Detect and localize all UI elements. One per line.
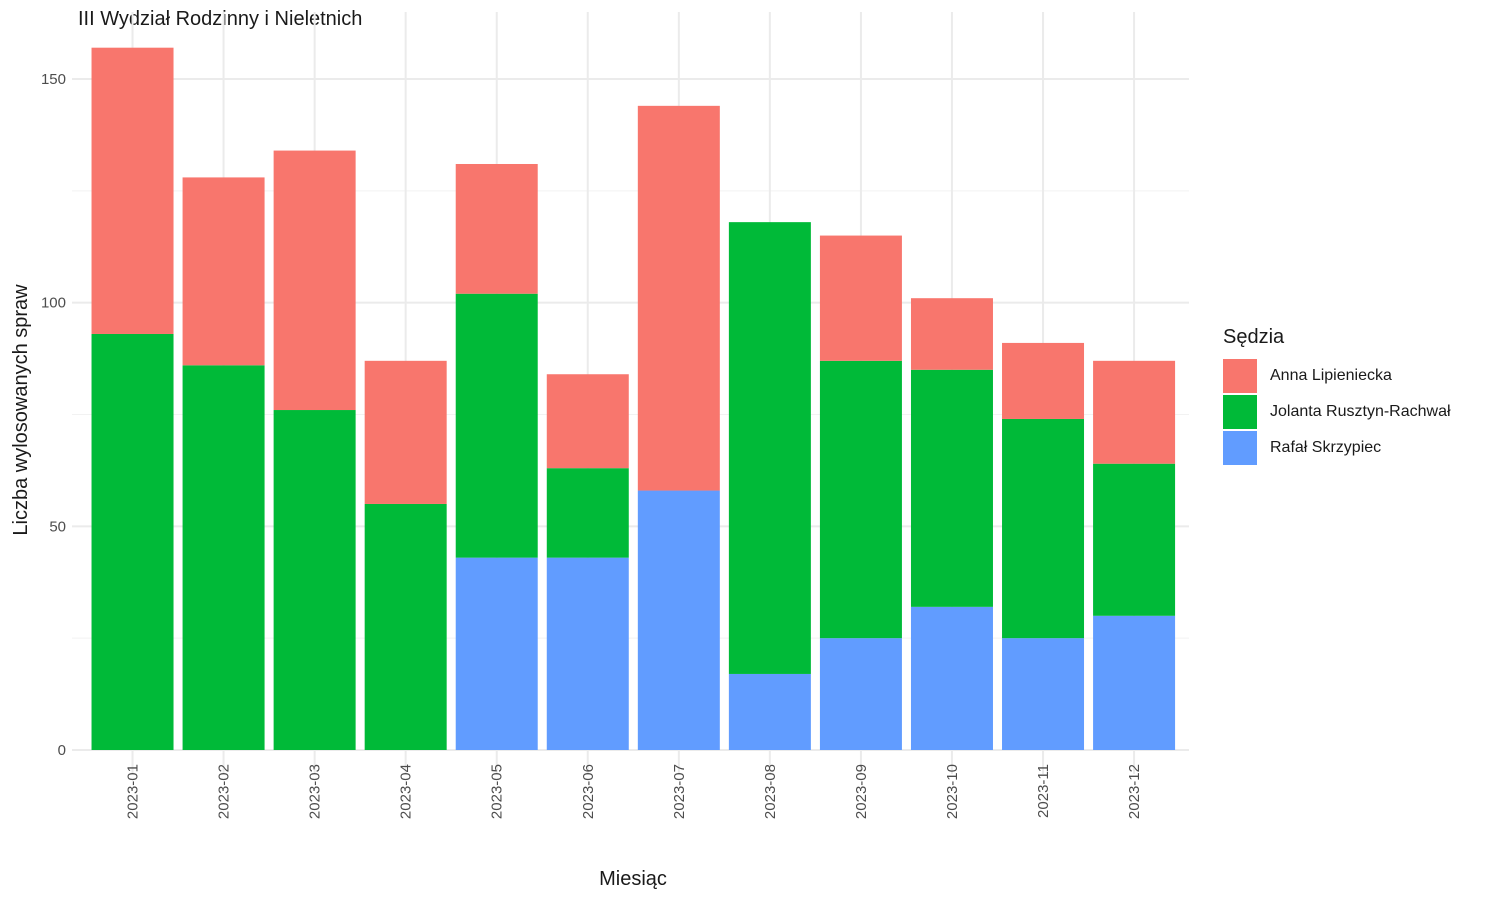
x-axis-ticks: 2023-01 2023-02 2023-03 2023-04 2023-05 2023-… bbox=[125, 764, 1144, 819]
legend-label: Anna Lipieniecka bbox=[1270, 367, 1392, 384]
bar-segment bbox=[910, 369, 993, 607]
legend-item: Anna Lipieniecka bbox=[1223, 358, 1451, 394]
bar-segment bbox=[546, 468, 629, 558]
x-tick-label: 2023-05 bbox=[489, 764, 506, 819]
bar-segment bbox=[91, 333, 174, 750]
bar-segment bbox=[364, 503, 447, 750]
legend-key bbox=[1223, 359, 1257, 393]
bar-segment bbox=[1002, 418, 1085, 639]
bar-segment bbox=[1093, 463, 1176, 616]
bar-segment bbox=[1002, 638, 1085, 750]
x-tick-label: 2023-08 bbox=[762, 764, 779, 819]
bar-segment bbox=[728, 673, 811, 750]
y-tick-label: 100 bbox=[41, 295, 66, 312]
bar-segment bbox=[728, 222, 811, 674]
y-axis-title: Liczba wylosowanych spraw bbox=[10, 284, 32, 536]
y-tick-label: 150 bbox=[41, 71, 66, 88]
x-tick-label: 2023-11 bbox=[1035, 764, 1052, 818]
bar-segment bbox=[910, 298, 993, 370]
bar-segment bbox=[455, 163, 538, 294]
bar-segment bbox=[1002, 342, 1085, 419]
bar-segment bbox=[819, 638, 902, 750]
x-tick-label: 2023-04 bbox=[398, 764, 415, 819]
bar-segment bbox=[1093, 615, 1176, 750]
bar-segment bbox=[273, 410, 356, 750]
bar-segment bbox=[364, 360, 447, 504]
x-tick-label: 2023-02 bbox=[216, 764, 233, 819]
y-tick-label: 0 bbox=[58, 742, 66, 759]
legend-key bbox=[1223, 395, 1257, 429]
y-tick-label: 50 bbox=[49, 518, 66, 535]
x-tick-label: 2023-07 bbox=[671, 764, 688, 819]
x-tick-label: 2023-03 bbox=[307, 764, 324, 819]
x-tick-label: 2023-10 bbox=[944, 764, 961, 819]
legend: Sędzia Anna Lipieniecka Jolanta Rusztyn-R… bbox=[1223, 326, 1451, 466]
bar-segment bbox=[91, 47, 174, 334]
legend-item: Jolanta Rusztyn-Rachwał bbox=[1223, 394, 1451, 430]
legend-label: Jolanta Rusztyn-Rachwał bbox=[1270, 403, 1451, 420]
legend-item: Rafał Skrzypiec bbox=[1223, 430, 1451, 466]
bar-segment bbox=[546, 374, 629, 469]
legend-key bbox=[1223, 431, 1257, 465]
y-axis-ticks: 0 50 100 150 bbox=[41, 71, 66, 759]
x-tick-label: 2023-12 bbox=[1126, 764, 1143, 819]
bar-segment bbox=[819, 360, 902, 639]
x-tick-label: 2023-06 bbox=[580, 764, 597, 819]
legend-items: Anna Lipieniecka Jolanta Rusztyn-Rachwał R… bbox=[1223, 358, 1451, 466]
bar-segment bbox=[910, 606, 993, 750]
legend-title: Sędzia bbox=[1223, 326, 1285, 348]
chart-title: III Wydział Rodzinny i Nieletnich bbox=[78, 8, 363, 30]
bar-segment bbox=[637, 105, 720, 491]
legend-label: Rafał Skrzypiec bbox=[1270, 439, 1382, 456]
bar-segment bbox=[819, 235, 902, 361]
bar-segment bbox=[273, 150, 356, 411]
x-tick-label: 2023-01 bbox=[125, 764, 142, 819]
x-axis-title: Miesiąc bbox=[599, 868, 667, 890]
bars bbox=[91, 47, 1176, 750]
bar-segment bbox=[637, 490, 720, 750]
bar-segment bbox=[182, 177, 265, 366]
bar-segment bbox=[1093, 360, 1176, 464]
bar-segment bbox=[455, 293, 538, 558]
bar-segment bbox=[455, 557, 538, 750]
bar-segment bbox=[182, 365, 265, 750]
bar-segment bbox=[546, 557, 629, 750]
x-tick-label: 2023-09 bbox=[853, 764, 870, 819]
